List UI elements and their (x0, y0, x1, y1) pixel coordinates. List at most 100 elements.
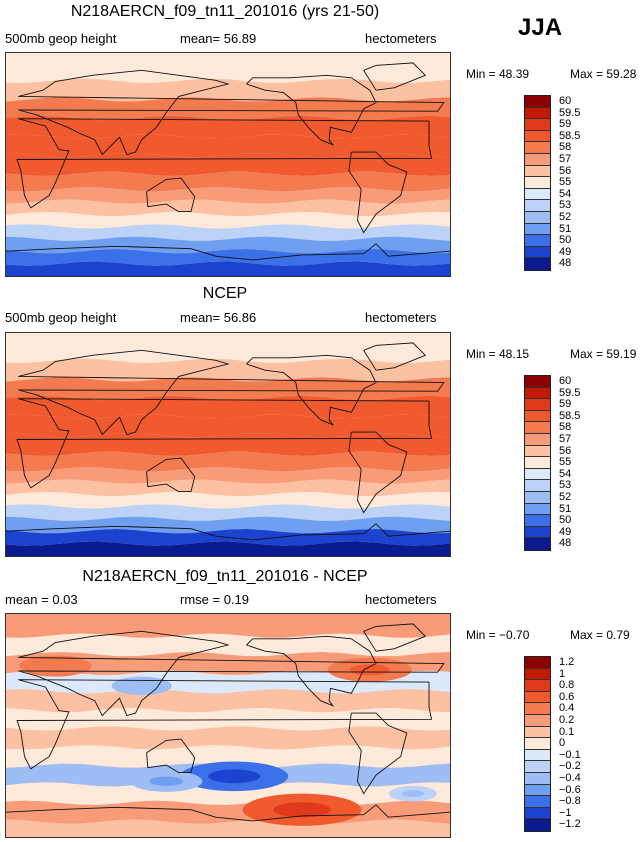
colorbar-segment (525, 96, 550, 108)
panel-1-max: Max = 59.28 (570, 67, 637, 81)
anomaly-core (127, 681, 156, 690)
panel-1-units: hectometers (365, 31, 437, 46)
colorbar-segment (525, 772, 550, 785)
colorbar-segment (525, 503, 550, 516)
colorbar-tick-label: −0.8 (559, 795, 581, 808)
latitude-band (6, 187, 450, 204)
coastline (18, 349, 445, 436)
colorbar-segment (525, 480, 550, 492)
colorbar-tick-label: 1.2 (559, 656, 575, 668)
coastline (348, 712, 408, 795)
colorbar-tick-label: 48 (559, 257, 572, 270)
coastline (18, 69, 445, 156)
latitude-band (6, 78, 450, 102)
colorbar-tick-label: 49 (559, 525, 572, 538)
panel-2-min: Min = 48.15 (466, 347, 530, 361)
anomaly-core (273, 802, 331, 818)
colorbar-segment (525, 165, 550, 178)
colorbar-segment (525, 142, 550, 154)
colorbar-tick-label: 51 (559, 502, 572, 515)
coastline (363, 62, 427, 91)
colorbar-segment (525, 784, 550, 797)
latitude-band (6, 395, 450, 419)
panel-1-mean: mean= 56.89 (180, 31, 257, 46)
colorbar-tick-label: 0.2 (559, 714, 575, 726)
panel-3-mean: mean = 0.03 (5, 592, 78, 607)
colorbar-tick-label: 58 (559, 141, 572, 154)
latitude-band (6, 236, 450, 254)
panel-3-min: Min = −0.70 (466, 628, 530, 642)
colorbar-segment (525, 153, 550, 166)
colorbar-tick-label: 52 (559, 491, 572, 503)
colorbar-tick-label: 56 (559, 164, 572, 177)
colorbar-segment (525, 422, 550, 434)
latitude-band (6, 745, 450, 768)
latitude-band (6, 97, 450, 121)
colorbar-segment (525, 200, 550, 212)
colorbar-tick-label: 1 (559, 667, 566, 680)
colorbar-segment (525, 433, 550, 446)
colorbar-tick-label: 49 (559, 245, 572, 258)
latitude-band (6, 689, 450, 713)
colorbar-tick-label: 58.5 (559, 409, 581, 422)
coastline (16, 679, 433, 770)
colorbar-segment (525, 714, 550, 727)
panel-1-map (5, 52, 451, 277)
colorbar-tick-label: 48 (559, 537, 572, 550)
panel-1-colorbar (524, 95, 551, 271)
colorbar-segment (525, 749, 550, 762)
colorbar-tick-label: 50 (559, 234, 572, 247)
anomaly-core (38, 661, 73, 671)
colorbar-segment (525, 107, 550, 120)
latitude-band (6, 819, 450, 837)
colorbar-segment (525, 457, 550, 469)
panel-2-plot (6, 333, 450, 556)
coastline (6, 523, 450, 541)
colorbar-segment (525, 538, 550, 550)
latitude-band (6, 53, 450, 83)
latitude-band (6, 516, 450, 534)
colorbar-tick-label: 59 (559, 398, 572, 411)
colorbar-tick-label: 59.5 (559, 386, 581, 399)
panel-3-title: N218AERCN_f09_tn11_201016 - NCEP (82, 568, 368, 585)
colorbar-segment (525, 130, 550, 143)
coastline (16, 398, 433, 489)
colorbar-segment (525, 399, 550, 411)
latitude-band (6, 451, 450, 472)
colorbar-tick-label: 51 (559, 222, 572, 235)
colorbar-segment (525, 761, 550, 773)
colorbar-tick-label: 54 (559, 467, 572, 480)
colorbar-segment (525, 119, 550, 131)
latitude-band (6, 541, 450, 556)
season-label: JJA (518, 14, 563, 41)
colorbar-segment (525, 211, 550, 224)
colorbar-segment (525, 680, 550, 692)
panel-3-max: Max = 0.79 (570, 628, 630, 642)
colorbar-tick-label: 53 (559, 199, 572, 212)
latitude-band (6, 115, 450, 139)
panel-1-min: Min = 48.39 (466, 67, 530, 81)
latitude-band (6, 479, 450, 497)
colorbar-tick-label: −1.2 (559, 818, 581, 831)
coastline (246, 635, 377, 707)
colorbar-tick-label: 0.1 (559, 725, 575, 738)
colorbar-segment (525, 796, 550, 808)
latitude-band (6, 199, 450, 217)
colorbar-segment (525, 468, 550, 481)
colorbar-segment (525, 807, 550, 820)
coastline (6, 243, 450, 261)
panel-3-plot (6, 614, 450, 837)
panel-1-title: N218AERCN_f09_tn11_201016 (yrs 21-50) (70, 3, 380, 20)
latitude-band (6, 491, 450, 509)
colorbar-segment (525, 703, 550, 715)
latitude-band (6, 707, 450, 731)
colorbar-tick-label: 0.8 (559, 679, 575, 692)
colorbar-segment (525, 246, 550, 259)
colorbar-tick-label: 0.6 (559, 690, 575, 703)
latitude-band (6, 261, 450, 276)
panel-3-rmse: rmse = 0.19 (180, 592, 250, 607)
coastline (146, 738, 196, 774)
colorbar-segment (525, 258, 550, 270)
anomaly-core (208, 769, 261, 784)
coastline (348, 431, 408, 514)
